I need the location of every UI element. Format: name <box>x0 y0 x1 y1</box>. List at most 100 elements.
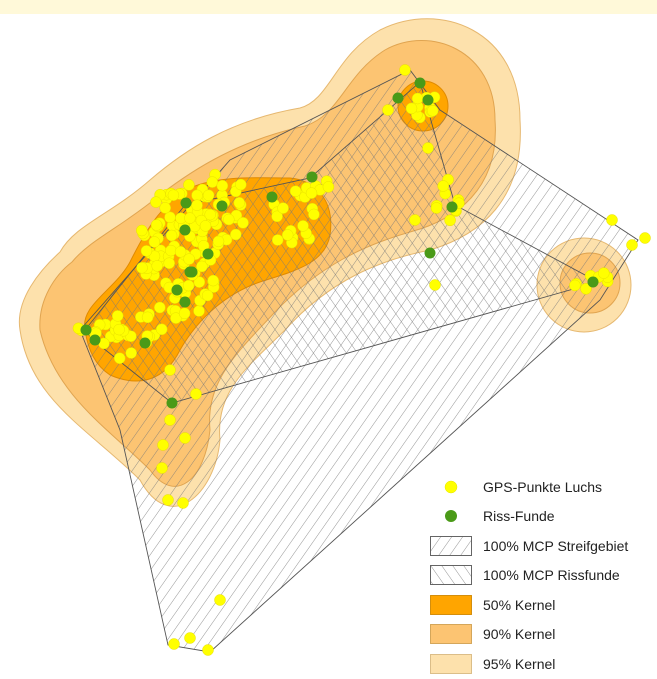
gps-point <box>113 323 125 336</box>
gps-point <box>113 352 126 364</box>
legend-item-riss: Riss-Funde <box>430 502 652 532</box>
riss-point <box>392 92 404 104</box>
gps-point <box>426 105 439 117</box>
gps-point <box>191 199 203 211</box>
gps-point <box>154 301 166 314</box>
gps-point <box>430 202 443 214</box>
gps-point <box>182 279 195 292</box>
gps-point <box>136 262 148 274</box>
gps-point <box>322 181 335 193</box>
gps-point <box>148 236 161 248</box>
riss-point <box>80 324 92 336</box>
gps-point <box>214 594 226 606</box>
gps-point <box>237 217 249 229</box>
gps-point <box>164 364 176 376</box>
gps-point <box>193 276 206 288</box>
gps-point <box>159 202 171 214</box>
legend-label: Riss-Funde <box>483 508 555 525</box>
gps-point <box>204 208 216 221</box>
riss-point <box>306 171 318 183</box>
gps-point <box>281 229 294 241</box>
gps-point <box>156 462 168 474</box>
gps-point <box>271 234 284 246</box>
gps-point <box>165 244 177 257</box>
riss-point <box>422 94 434 106</box>
gps-point <box>580 283 592 295</box>
gps-point <box>174 246 187 258</box>
riss-point <box>424 247 436 259</box>
gps-point <box>167 189 180 201</box>
legend-label: GPS-Punkte Luchs <box>483 478 603 495</box>
legend-label: 50% Kernel <box>483 596 556 613</box>
gps-point <box>196 260 208 273</box>
gps-point <box>202 644 214 656</box>
riss-point <box>446 201 458 213</box>
gps-point <box>136 224 148 237</box>
riss-points-layer <box>80 77 599 409</box>
gps-point <box>305 187 318 199</box>
gps-point <box>193 305 205 317</box>
gps-point <box>177 497 189 509</box>
gps-point <box>235 178 247 191</box>
gps-point <box>202 189 215 202</box>
legend-item-gps: GPS-Punkte Luchs <box>430 472 652 502</box>
legend-item-kernel-90: 90% Kernel <box>430 620 652 650</box>
gps-point <box>399 64 411 76</box>
riss-point <box>171 284 183 296</box>
gps-point <box>164 414 176 426</box>
gps-point <box>569 279 581 292</box>
riss-point <box>166 397 178 409</box>
gps-point <box>206 176 219 188</box>
gps-point <box>157 439 169 451</box>
gps-point <box>184 212 196 224</box>
gps-point <box>162 494 174 506</box>
gps-point <box>405 102 418 115</box>
legend-label: 95% Kernel <box>483 655 556 672</box>
legend-item-mcp-rissfunde: 100% MCP Rissfunde <box>430 561 652 591</box>
gps-point <box>411 92 424 105</box>
top-strip <box>0 0 657 14</box>
gps-point <box>170 312 182 324</box>
gps-point <box>155 323 168 336</box>
riss-point <box>587 276 599 288</box>
riss-point <box>139 337 151 349</box>
gps-point <box>168 638 180 650</box>
gps-point <box>422 142 434 154</box>
gps-point <box>165 229 178 242</box>
gps-point <box>271 210 283 223</box>
riss-point <box>266 191 278 203</box>
gps-point <box>201 289 214 302</box>
gps-point <box>179 432 191 444</box>
riss-point <box>414 77 426 89</box>
gps-point <box>199 220 212 232</box>
gps-point <box>111 310 124 322</box>
gps-point <box>191 189 203 202</box>
gps-point <box>409 214 421 226</box>
legend-label: 100% MCP Rissfunde <box>483 567 620 584</box>
gps-point <box>184 632 196 644</box>
riss-point <box>179 224 191 236</box>
gps-point <box>297 220 309 232</box>
gps-point <box>233 197 246 209</box>
riss-point <box>202 248 214 260</box>
riss-point <box>89 334 101 346</box>
gps-point <box>289 185 302 197</box>
riss-point <box>180 197 192 209</box>
gps-point <box>216 179 229 192</box>
gps-point <box>223 213 235 226</box>
gps-point <box>437 180 449 192</box>
gps-point <box>308 208 320 221</box>
gps-point <box>444 214 456 227</box>
gps-point <box>163 257 175 269</box>
gps-point <box>141 311 154 324</box>
gps-point <box>626 239 638 251</box>
legend-item-mcp-streifgebiet: 100% MCP Streifgebiet <box>430 531 652 561</box>
gps-point <box>125 347 137 359</box>
gps-point <box>212 235 225 248</box>
riss-point <box>179 296 191 308</box>
gps-point <box>207 274 219 287</box>
riss-point <box>216 200 228 212</box>
legend-item-kernel-50: 50% Kernel <box>430 590 652 620</box>
riss-point <box>186 266 198 278</box>
